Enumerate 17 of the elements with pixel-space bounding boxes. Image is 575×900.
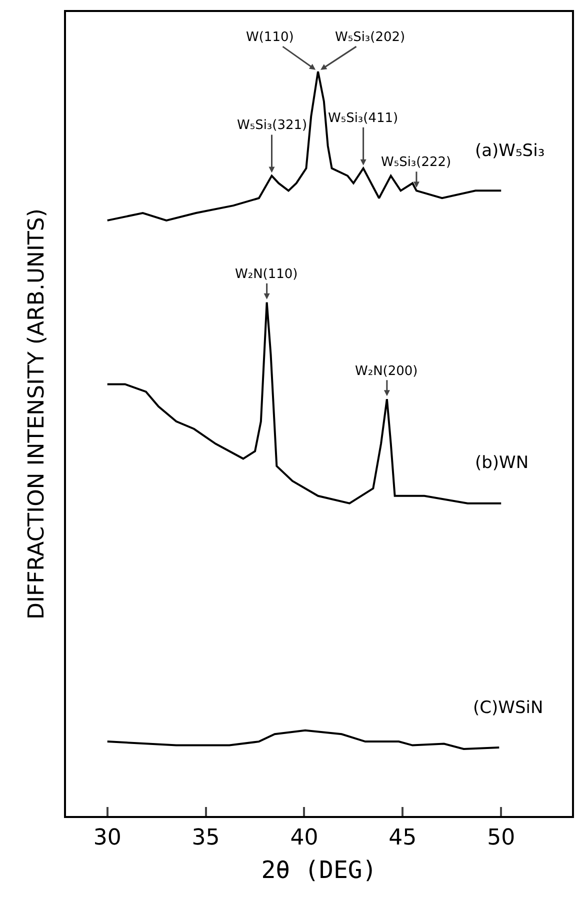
annotation: W₅Si₃(202) [335,30,406,45]
x-tick-label: 45 [388,825,417,850]
x-tick-label: 35 [192,825,220,850]
x-axis-title: 2θ (DEG) [261,856,377,884]
annotation: W₅Si₃(321) [237,118,308,133]
annotation: W₅Si₃(411) [328,111,398,126]
series-label: (b)WN [475,453,529,473]
x-tick-label: 40 [290,825,318,850]
x-tick-label: 50 [487,825,516,850]
annotation: W₂N(200) [355,364,418,379]
x-tick-label: 30 [93,825,122,850]
series-label: (a)W₅Si₃ [475,141,545,161]
series-label: (C)WSiN [473,698,544,718]
y-axis-title: DIFFRACTION INTENSITY (ARB.UNITS) [24,208,50,620]
annotation: W₂N(110) [235,267,298,282]
annotation: W(110) [246,30,294,45]
annotation: W₅Si₃(222) [381,155,452,170]
